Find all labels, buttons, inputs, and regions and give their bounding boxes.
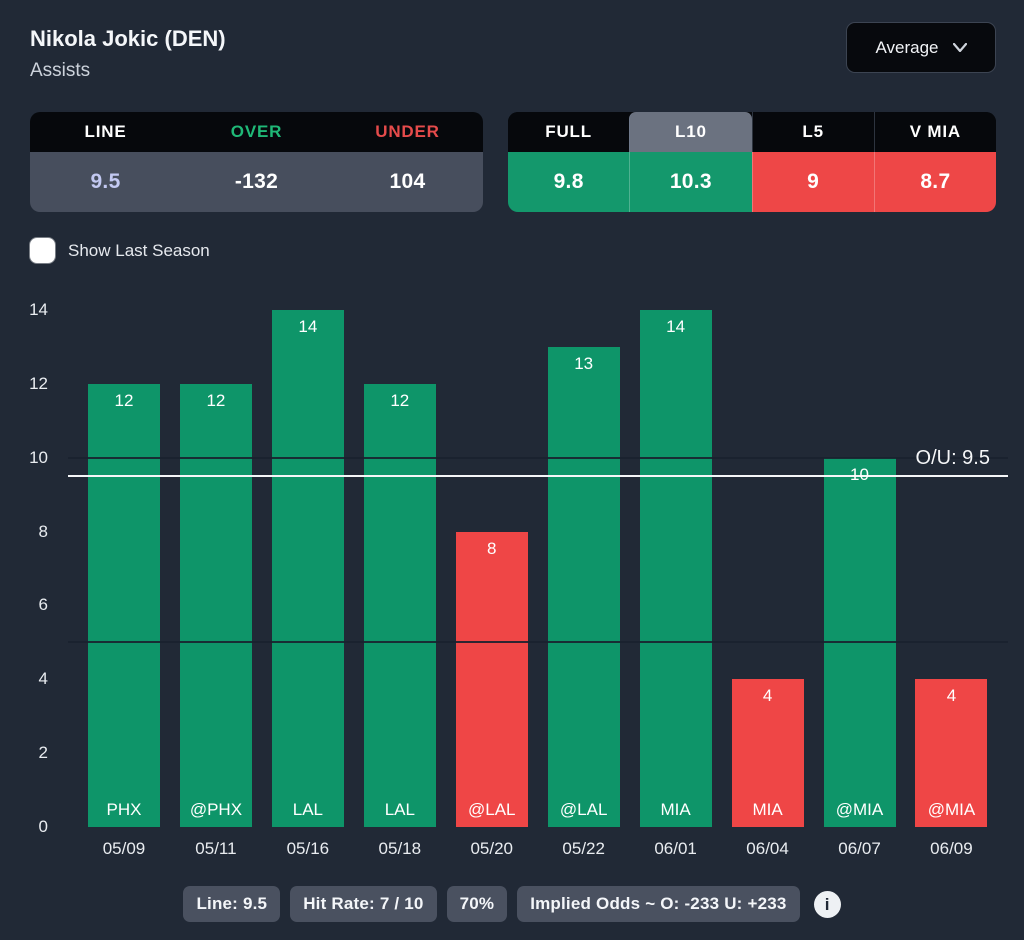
tab-l10[interactable]: L10 <box>629 112 752 152</box>
footer-badge-0: Line: 9.5 <box>183 886 281 922</box>
bar-05-09[interactable]: 12 PHX <box>88 383 160 827</box>
x-axis-date-label: 05/20 <box>470 839 514 858</box>
gridline-10 <box>68 456 1008 459</box>
bar-value-label: 12 <box>114 390 134 410</box>
line-odds-table: LINE OVER UNDER 9.5 -132 104 <box>30 112 483 212</box>
split-value-full: 9.8 <box>508 152 630 212</box>
summary-footer: Line: 9.5 Hit Rate: 7 / 10 70% Implied Odds… <box>0 886 1024 922</box>
x-axis-date-label: 05/09 <box>102 839 146 858</box>
over-under-label: O/U: 9.5 <box>915 447 990 470</box>
bar-value-label: 14 <box>666 316 686 336</box>
bar-value-label: 8 <box>487 538 497 558</box>
y-axis-tick: 6 <box>38 595 48 615</box>
footer-badge-3: Implied Odds ~ O: -233 U: +233 <box>517 886 800 922</box>
average-dropdown[interactable]: Average <box>846 22 996 73</box>
bar-05-20[interactable]: 8 @LAL <box>455 531 528 827</box>
bar-opponent-label: @MIA <box>835 799 884 819</box>
bar-05-11[interactable]: 12 @PHX <box>179 383 252 827</box>
bar-value-label: 10 <box>850 464 869 484</box>
show-last-season-toggle[interactable]: Show Last Season <box>30 238 210 263</box>
y-axis-tick: 12 <box>29 373 48 393</box>
bar-opponent-label: LAL <box>384 799 415 819</box>
x-axis-date-label: 05/11 <box>195 839 237 858</box>
bar-value-label: 14 <box>298 316 318 336</box>
odds-header-under: UNDER <box>375 122 440 141</box>
bar-opponent-label: @LAL <box>559 799 608 819</box>
splits-table: FULL L10 L5 V MIA 9.8 10.3 9 8.7 <box>508 112 996 212</box>
bar-05-22[interactable]: 13 @LAL <box>547 346 620 827</box>
stat-label: Assists <box>30 60 91 81</box>
y-axis-tick: 0 <box>38 817 48 836</box>
footer-badge-2: 70% <box>446 886 508 922</box>
split-value-l10: 10.3 <box>629 152 752 212</box>
y-axis-tick: 10 <box>29 447 48 467</box>
odds-header-over: OVER <box>230 122 283 141</box>
bar-value-label: 13 <box>574 353 594 373</box>
x-axis-date-label: 05/22 <box>562 839 605 858</box>
average-dropdown-label: Average <box>875 37 939 57</box>
bar-06-01[interactable]: 14 MIA <box>639 309 712 827</box>
y-axis-tick: 4 <box>38 669 48 689</box>
tab-full[interactable]: FULL <box>508 112 630 152</box>
x-axis-date-label: 06/07 <box>838 839 881 858</box>
tab-v-mia[interactable]: V MIA <box>873 112 996 152</box>
bar-05-16[interactable]: 14 LAL <box>271 309 344 827</box>
bar-opponent-label: @MIA <box>927 799 976 819</box>
line-odds-header: LINE OVER UNDER <box>30 112 483 152</box>
checkbox-icon[interactable] <box>30 238 55 263</box>
footer-badge-1: Hit Rate: 7 / 10 <box>290 886 437 922</box>
split-value-l5: 9 <box>751 152 874 212</box>
bar-opponent-label: PHX <box>106 799 142 819</box>
splits-tabs: FULL L10 L5 V MIA <box>508 112 996 152</box>
bar-value-label: 12 <box>390 390 410 410</box>
x-axis-date-label: 05/16 <box>286 839 330 858</box>
odds-value-over: -132 <box>234 170 279 193</box>
x-axis-date-label: 06/01 <box>654 839 697 858</box>
bar-opponent-label: @PHX <box>189 799 243 819</box>
y-axis-tick: 2 <box>38 743 48 763</box>
bar-opponent-label: MIA <box>660 799 691 819</box>
bar-opponent-label: LAL <box>292 799 323 819</box>
bar-06-04[interactable]: 4 MIA <box>731 679 804 827</box>
x-axis-date-label: 06/04 <box>746 839 789 858</box>
bar-06-09[interactable]: 4 @MIA <box>915 679 988 827</box>
line-odds-values: 9.5 -132 104 <box>30 152 483 212</box>
odds-header-line: LINE <box>84 122 127 141</box>
bar-opponent-label: MIA <box>752 799 783 819</box>
gridline-5 <box>68 641 1008 644</box>
over-under-line <box>68 475 1008 478</box>
page-title: Nikola Jokic (DEN) <box>30 26 226 51</box>
info-icon[interactable]: i <box>813 890 841 918</box>
x-axis-date-label: 06/09 <box>930 839 973 858</box>
split-value-v-mia: 8.7 <box>873 152 996 212</box>
checkbox-label: Show Last Season <box>68 240 210 260</box>
tab-l5[interactable]: L5 <box>751 112 874 152</box>
chevron-down-icon <box>952 43 967 52</box>
y-axis-tick: 14 <box>29 299 48 319</box>
bar-opponent-label: @LAL <box>467 799 516 819</box>
odds-value-line: 9.5 <box>90 170 121 193</box>
y-axis-tick: 8 <box>38 521 48 541</box>
bar-value-label: 12 <box>206 390 226 410</box>
bar-value-label: 4 <box>762 686 773 706</box>
x-axis-date-label: 05/18 <box>378 839 422 858</box>
bar-value-label: 4 <box>946 686 957 706</box>
bar-05-18[interactable]: 12 LAL <box>363 383 436 827</box>
splits-values: 9.8 10.3 9 8.7 <box>508 152 996 212</box>
odds-value-under: 104 <box>389 170 426 193</box>
